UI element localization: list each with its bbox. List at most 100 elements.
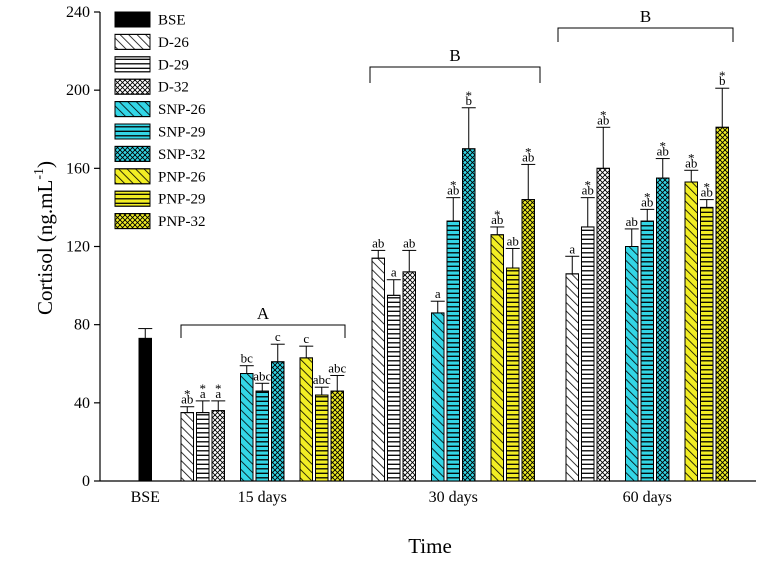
significance-letters: ab <box>685 155 697 170</box>
bar-pattern <box>640 220 654 482</box>
significance-letters: ab <box>491 212 503 227</box>
significance-star: * <box>184 387 191 402</box>
significance-letters: a <box>391 265 397 280</box>
bar-pattern <box>315 394 329 482</box>
bar-pattern <box>240 373 254 482</box>
bar-snp-29-15-days: abc <box>253 368 271 482</box>
y-tick-label: 0 <box>82 473 90 490</box>
legend-label: PNP-32 <box>158 214 206 230</box>
significance-brackets: A B B <box>180 7 734 338</box>
x-axis: BSE 15 days 30 days 60 days <box>100 480 756 506</box>
legend-item-d-29: D-29 <box>114 56 189 73</box>
legend-item-snp-29: SNP-29 <box>114 123 206 141</box>
bar-snp-32-30-days: b* <box>461 88 476 482</box>
bar-pattern <box>565 273 579 482</box>
y-tick-label: 40 <box>74 395 90 412</box>
legend-swatch-pattern <box>114 168 151 185</box>
bracket-b-2: B <box>369 46 541 83</box>
significance-letters: ab <box>597 112 609 127</box>
bracket-a-1: A <box>180 304 346 338</box>
bar-pattern <box>431 312 445 482</box>
bar-pattern <box>299 357 313 482</box>
bar-d-29-60-days: ab* <box>580 178 595 482</box>
bracket-line <box>369 66 541 83</box>
legend-swatch-pattern <box>114 190 151 207</box>
significance-star: * <box>466 88 473 103</box>
bar-pnp-29-60-days: ab* <box>699 180 714 482</box>
legend-item-pnp-32: PNP-32 <box>114 213 206 230</box>
bracket-line <box>557 27 734 42</box>
bracket-line <box>180 324 346 338</box>
significance-letters: a <box>215 386 221 401</box>
bar-snp-32-15-days: c <box>270 329 285 482</box>
significance-letters: ab <box>641 194 653 209</box>
x-tick-label: 60 days <box>623 489 672 506</box>
bar-pattern <box>684 181 698 482</box>
legend-item-pnp-29: PNP-29 <box>114 190 206 208</box>
bracket-label: A <box>257 304 270 323</box>
bar-d-29-15-days: a* <box>195 381 210 482</box>
bar-pattern <box>581 226 595 482</box>
bar-pattern <box>330 390 344 482</box>
legend-swatch-pattern <box>114 101 151 118</box>
bar-d-26-30-days: ab <box>371 235 386 482</box>
bar-bse-bse <box>138 328 153 482</box>
significance-star: * <box>200 381 207 396</box>
legend-item-snp-32: SNP-32 <box>114 145 206 163</box>
significance-letters: ab <box>657 144 669 159</box>
significance-letters: b <box>466 93 473 108</box>
y-tick-label: 80 <box>74 317 90 334</box>
bar-d-29-30-days: a <box>386 265 401 482</box>
significance-letters: bc <box>241 351 254 366</box>
bar-pnp-26-60-days: ab* <box>684 150 699 482</box>
y-axis-title-superscript: -1 <box>32 168 47 180</box>
y-tick-label: 240 <box>66 4 90 21</box>
significance-letters: c <box>303 331 309 346</box>
legend-label: D-32 <box>158 80 189 96</box>
bar-pnp-29-30-days: ab <box>505 233 520 482</box>
significance-star: * <box>688 150 695 165</box>
bar-snp-29-30-days: ab* <box>446 178 461 482</box>
y-tick-label: 200 <box>66 82 90 99</box>
bar-pattern <box>700 206 714 482</box>
bar-pattern <box>196 412 210 482</box>
bar-snp-29-60-days: ab* <box>640 189 655 482</box>
significance-star: * <box>585 178 592 193</box>
significance-letters: abc <box>253 368 271 383</box>
bracket-label: B <box>449 46 460 65</box>
bar-d-26-60-days: a <box>565 241 580 482</box>
significance-letters: b <box>719 73 726 88</box>
significance-letters: ab <box>181 392 193 407</box>
significance-star: * <box>600 107 607 122</box>
legend-label: D-29 <box>158 57 189 73</box>
legend-label: D-26 <box>158 35 189 51</box>
bar-pattern <box>387 294 401 482</box>
significance-letters: ab <box>403 235 415 250</box>
significance-letters: ab <box>507 233 519 248</box>
legend-swatch-pattern <box>114 78 151 95</box>
y-axis: 0 40 80 120 160 200 240 <box>66 4 101 490</box>
significance-star: * <box>660 139 667 154</box>
bar-fill <box>138 337 152 482</box>
bar-pattern <box>490 234 504 482</box>
bar-pnp-32-60-days: b* <box>715 68 730 482</box>
x-tick-label: 30 days <box>429 489 478 506</box>
bar-snp-26-15-days: bc <box>239 351 254 482</box>
legend-swatch <box>114 11 151 28</box>
bar-snp-32-60-days: ab* <box>655 139 670 482</box>
bar-snp-26-30-days: a <box>430 286 445 482</box>
bar-pattern <box>596 167 610 482</box>
legend-label: PNP-26 <box>158 169 206 185</box>
legend-label: BSE <box>158 13 186 29</box>
bar-d-32-30-days: ab <box>402 235 417 482</box>
bar-pnp-32-30-days: ab* <box>521 144 536 482</box>
bar-pattern <box>371 257 385 482</box>
significance-star: * <box>704 180 711 195</box>
legend-swatch-pattern <box>114 213 151 230</box>
bar-pattern <box>180 412 194 482</box>
legend: BSE D-26 D-29 D-32 SNP-26 SNP-29 SNP-32 PNP-26 P… <box>114 11 206 230</box>
significance-letters: ab <box>372 235 384 250</box>
y-tick-label: 120 <box>66 239 90 256</box>
bar-d-32-15-days: a* <box>211 381 226 482</box>
